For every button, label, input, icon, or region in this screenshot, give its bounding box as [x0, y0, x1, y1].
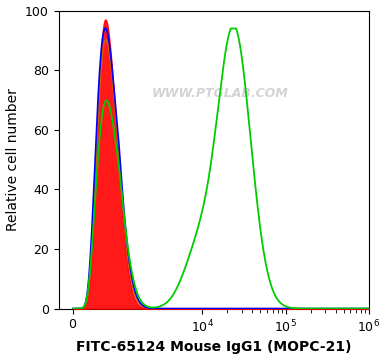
- Text: WWW.PTGLAB.COM: WWW.PTGLAB.COM: [152, 87, 288, 100]
- X-axis label: FITC-65124 Mouse IgG1 (MOPC-21): FITC-65124 Mouse IgG1 (MOPC-21): [76, 341, 352, 355]
- Y-axis label: Relative cell number: Relative cell number: [5, 88, 20, 231]
